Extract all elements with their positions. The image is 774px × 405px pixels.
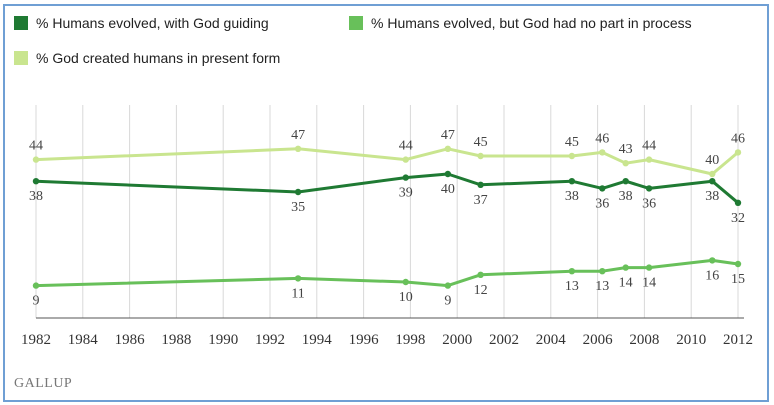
data-label: 45	[565, 135, 579, 150]
data-point	[645, 185, 653, 192]
data-point	[477, 152, 484, 160]
data-label: 38	[705, 189, 719, 204]
data-point	[444, 282, 452, 289]
series-line	[35, 258, 739, 288]
legend-swatch	[349, 16, 363, 30]
data-point	[709, 178, 716, 185]
data-label: 44	[29, 139, 43, 154]
x-tick-label: 1988	[161, 332, 191, 348]
data-label: 9	[444, 294, 451, 309]
x-tick-label: 1998	[395, 332, 425, 348]
x-tick-label: 1992	[255, 332, 285, 348]
x-tick-label: 2000	[442, 332, 472, 348]
data-label: 38	[29, 189, 43, 204]
data-label: 44	[642, 139, 656, 154]
data-label: 45	[474, 135, 488, 150]
data-label: 9	[33, 294, 40, 309]
data-point	[622, 264, 629, 271]
data-label: 12	[474, 283, 488, 298]
data-point	[294, 188, 302, 196]
x-tick-label: 1990	[208, 332, 238, 348]
data-label: 13	[595, 279, 609, 294]
data-point	[709, 257, 716, 264]
data-point	[568, 178, 576, 185]
x-tick-label: 2010	[676, 332, 706, 348]
x-tick-label: 1996	[349, 332, 380, 348]
legend-swatch	[14, 51, 28, 65]
x-tick-label: 2004	[536, 332, 567, 348]
data-point	[402, 278, 409, 286]
data-label: 36	[595, 196, 609, 211]
x-tick-label: 1994	[302, 332, 333, 348]
data-label: 32	[731, 211, 745, 226]
data-point	[444, 145, 452, 152]
data-label: 37	[474, 193, 488, 208]
data-label: 46	[731, 131, 745, 146]
data-labels: 38 35 39 40 37 38 36 38 36 38 32 9 11 10 9 12 13 13 14 14 16…	[29, 128, 745, 309]
data-point	[294, 145, 302, 152]
data-point	[599, 268, 606, 275]
data-label: 14	[619, 276, 633, 291]
data-label: 15	[731, 272, 745, 287]
legend-label: % God created humans in present form	[36, 50, 280, 66]
data-label: 47	[291, 128, 305, 143]
data-label: 11	[291, 286, 304, 301]
data-point	[599, 185, 606, 192]
data-point	[477, 181, 484, 188]
data-label: 40	[705, 153, 719, 168]
series-group	[32, 145, 742, 289]
data-label: 44	[399, 139, 413, 154]
x-tick-label: 1986	[115, 332, 146, 348]
x-axis: 1982 1984 1986 1988 1990 1992 1994 1996 1998 2000…	[21, 317, 753, 348]
data-label: 10	[399, 290, 413, 305]
data-label: 38	[565, 189, 579, 204]
data-point	[622, 178, 629, 185]
data-point	[32, 282, 40, 289]
data-point	[645, 156, 653, 163]
gallup-logo: GALLUP	[14, 376, 72, 391]
data-point	[294, 275, 302, 282]
legend-swatch	[14, 16, 28, 30]
data-label: 40	[441, 182, 455, 197]
x-tick-label: 1984	[68, 332, 99, 348]
legend-label: % Humans evolved, with God guiding	[36, 15, 269, 31]
x-tick-label: 2012	[723, 332, 753, 348]
data-point	[402, 156, 409, 163]
data-label: 39	[399, 186, 413, 201]
data-point	[709, 170, 716, 178]
series-line	[35, 147, 739, 176]
data-label: 35	[291, 200, 305, 215]
data-point	[444, 170, 452, 178]
legend: % Humans evolved, with God guiding % Huma…	[14, 15, 692, 66]
data-point	[734, 260, 742, 268]
x-tick-label: 1982	[21, 332, 51, 348]
data-point	[402, 174, 409, 181]
data-label: 14	[642, 276, 656, 291]
data-point	[622, 160, 629, 167]
legend-label: % Humans evolved, but God had no part in…	[371, 15, 692, 31]
data-label: 47	[441, 128, 455, 143]
data-point	[645, 264, 653, 271]
data-point	[599, 149, 606, 156]
data-label: 36	[642, 196, 656, 211]
data-point	[734, 199, 742, 206]
x-tick-label: 2002	[489, 332, 519, 348]
data-point	[32, 156, 40, 163]
data-point	[568, 268, 576, 275]
data-point	[568, 152, 576, 160]
data-point	[477, 271, 484, 278]
data-label: 43	[619, 142, 633, 157]
chart-frame	[3, 4, 769, 402]
data-label: 13	[565, 279, 579, 294]
series-line	[35, 172, 739, 204]
data-point	[734, 149, 742, 156]
data-label: 16	[705, 268, 719, 283]
grid-lines	[35, 105, 739, 318]
data-label: 38	[619, 189, 633, 204]
data-label: 46	[595, 131, 609, 146]
x-tick-label: 2006	[583, 332, 614, 348]
data-point	[32, 178, 40, 185]
x-tick-label: 2008	[629, 332, 659, 348]
